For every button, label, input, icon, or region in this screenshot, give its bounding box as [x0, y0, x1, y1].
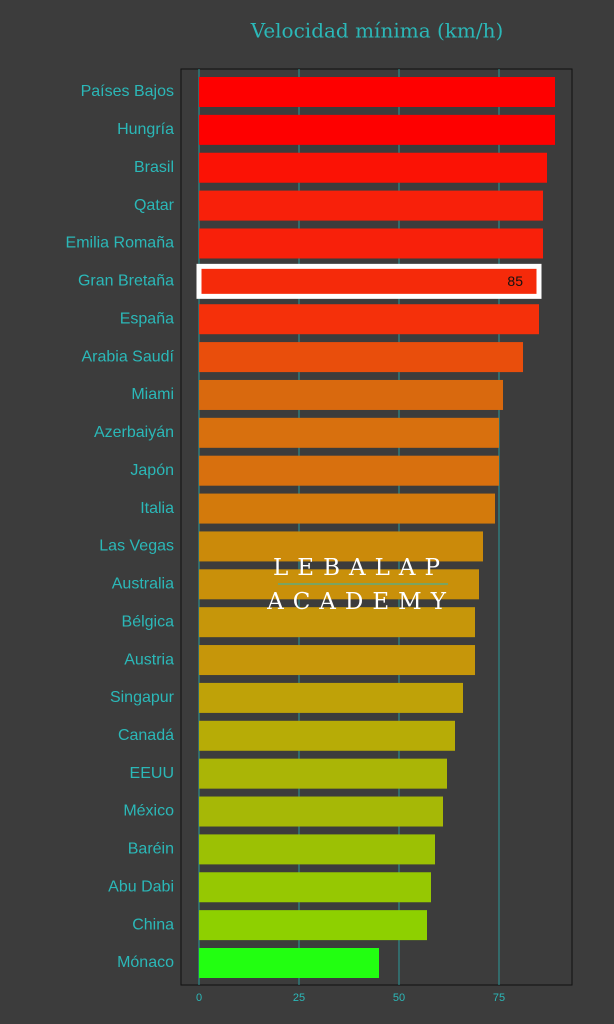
y-tick-label: España — [120, 310, 174, 327]
bar — [196, 263, 542, 299]
y-tick-label: Brasil — [134, 159, 174, 176]
y-tick-label: EEUU — [130, 765, 174, 782]
y-tick-label: Canadá — [118, 727, 174, 744]
y-tick-label: China — [132, 916, 174, 933]
y-tick-label: México — [123, 803, 174, 820]
bar — [199, 948, 379, 978]
y-tick-label: Azerbaiyán — [94, 424, 174, 441]
y-tick-label: Austria — [124, 651, 174, 668]
y-tick-label: Gran Bretaña — [78, 273, 174, 290]
y-tick-label: Singapur — [110, 689, 175, 706]
value-label: 85 — [507, 273, 523, 289]
bar — [199, 493, 495, 524]
watermark: LEBALAP — [273, 555, 449, 581]
bar — [199, 531, 483, 562]
bar — [199, 645, 475, 676]
bar — [199, 455, 499, 486]
y-tick-label: Bélgica — [122, 613, 175, 630]
y-tick-label: Miami — [131, 386, 174, 403]
y-tick-label: Hungría — [117, 121, 174, 138]
x-tick-label: 25 — [293, 992, 305, 1004]
y-tick-label: Abu Dabi — [108, 878, 174, 895]
bar — [199, 720, 455, 751]
y-tick-label: Arabia Saudí — [81, 348, 174, 365]
bar — [199, 417, 499, 448]
bar — [199, 796, 443, 827]
bar — [199, 77, 555, 107]
bar — [199, 190, 543, 221]
y-tick-label: Japón — [130, 462, 174, 479]
y-tick-label: Mónaco — [117, 954, 174, 971]
chart-title: Velocidad mínima (km/h) — [250, 19, 504, 43]
x-tick-label: 50 — [393, 992, 405, 1004]
bar — [199, 379, 503, 410]
bar — [199, 228, 543, 259]
bar — [199, 304, 539, 335]
watermark: ACADEMY — [266, 589, 455, 615]
bar — [199, 872, 431, 903]
bar — [199, 607, 475, 638]
y-tick-label: Países Bajos — [81, 83, 174, 100]
x-tick-label: 0 — [196, 992, 202, 1004]
y-tick-label: Emilia Romaña — [66, 235, 175, 252]
y-tick-label: Baréin — [128, 841, 174, 858]
x-tick-label: 75 — [493, 992, 505, 1004]
plot-area — [180, 68, 573, 986]
bar — [199, 758, 447, 789]
bar — [199, 910, 427, 941]
bar — [199, 114, 555, 145]
y-tick-label: Qatar — [134, 197, 175, 214]
y-tick-label: Las Vegas — [99, 538, 174, 555]
bar — [199, 342, 523, 373]
bar — [199, 682, 463, 713]
y-tick-label: Italia — [140, 500, 174, 517]
bar — [199, 834, 435, 865]
y-tick-label: Australia — [112, 576, 174, 593]
bar — [199, 152, 547, 183]
